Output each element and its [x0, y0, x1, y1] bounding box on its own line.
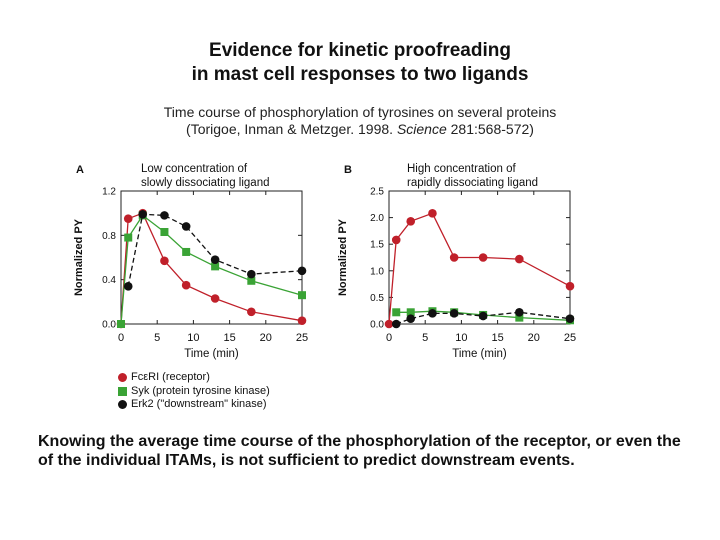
panel-title-line: High concentration of: [407, 163, 516, 175]
subtitle-line-1: Time course of phosphorylation of tyrosi…: [163, 104, 557, 120]
y-tick-label: 0.5: [370, 293, 384, 304]
data-point: [247, 307, 256, 317]
plot-frame: [120, 190, 303, 325]
citation-volume: 281:568-572): [446, 121, 534, 137]
x-tick-label: 10: [187, 332, 199, 344]
x-tick-label: 25: [296, 332, 308, 344]
x-tick-label: 0: [386, 332, 392, 344]
data-point: [392, 308, 401, 317]
x-axis-label: Time (min): [184, 348, 239, 360]
x-tick-label: 25: [564, 332, 576, 344]
data-point: [123, 214, 133, 224]
chart-panel-b: B High concentration of rapidly dissociati…: [337, 163, 576, 360]
data-point: [428, 309, 437, 318]
panel-title-line: Low concentration of: [141, 163, 248, 175]
square-marker-icon: [118, 386, 127, 396]
x-tick-label: 20: [260, 332, 272, 344]
data-point: [478, 253, 488, 262]
data-point: [565, 314, 575, 323]
data-point: [181, 280, 191, 290]
subtitle-citation: (Torigoe, Inman & Metzger. 1998. Science…: [0, 121, 720, 138]
x-tick-label: 15: [491, 332, 503, 344]
legend-item-receptor: FcεRI (receptor): [118, 371, 270, 385]
x-tick-label: 5: [154, 332, 160, 344]
series-line: [388, 212, 571, 325]
data-point: [298, 291, 306, 300]
slide-title-line-1: Evidence for kinetic proofreading: [209, 40, 511, 61]
data-point: [210, 255, 220, 265]
data-point: [449, 253, 459, 262]
data-point: [117, 320, 125, 328]
x-tick-label: 5: [422, 332, 428, 344]
panel-title-line: slowly dissociating ligand: [141, 177, 269, 189]
data-point: [160, 211, 169, 220]
slide-title-line-2: in mast cell responses to two ligands: [191, 64, 529, 85]
panel-label: B: [344, 164, 352, 176]
legend-item-syk: Syk (protein tyrosine kinase): [118, 385, 270, 399]
data-point: [449, 309, 459, 318]
data-point: [406, 314, 416, 323]
x-tick-label: 10: [455, 332, 467, 344]
data-point: [406, 217, 416, 226]
data-point: [138, 209, 148, 219]
data-point: [297, 316, 307, 325]
data-point: [297, 266, 307, 276]
y-tick-label: 0.0: [102, 320, 116, 331]
data-point: [211, 262, 220, 271]
data-point: [247, 276, 256, 285]
data-point: [160, 228, 169, 237]
y-tick-label: 2.5: [370, 187, 384, 198]
legend-label: Syk (protein tyrosine kinase): [131, 384, 270, 397]
y-tick-label: 2.0: [370, 213, 384, 224]
data-point: [210, 294, 220, 303]
data-point: [515, 307, 524, 317]
y-tick-label: 1.2: [102, 187, 116, 198]
y-tick-label: 0.0: [370, 320, 384, 331]
circle-marker-icon: [118, 373, 127, 383]
x-axis-label: Time (min): [452, 348, 507, 360]
legend-label: Erk2 ("downstream" kinase): [131, 398, 267, 410]
data-point: [124, 233, 133, 242]
citation-journal: Science: [396, 121, 447, 137]
y-axis-label: Normalized PY: [337, 218, 349, 296]
x-tick-label: 0: [118, 332, 124, 344]
data-point: [391, 235, 401, 245]
y-tick-label: 1.5: [370, 240, 384, 251]
data-point: [565, 281, 575, 291]
data-point: [182, 247, 191, 256]
series-line: [127, 213, 303, 287]
data-point: [428, 209, 437, 218]
plot-frame: [388, 190, 571, 325]
legend-label: FcεRI (receptor): [131, 371, 210, 383]
chart-panel-a: A Low concentration of slowly dissociating…: [73, 163, 308, 360]
data-point: [181, 222, 191, 231]
data-point: [247, 269, 256, 279]
citation-authors: (Torigoe, Inman & Metzger. 1998.: [186, 121, 397, 137]
x-tick-label: 20: [528, 332, 540, 344]
conclusion-text: Knowing the average time course of the p…: [38, 433, 681, 469]
data-point: [478, 311, 488, 321]
y-tick-label: 0.8: [102, 231, 116, 242]
data-point: [391, 319, 401, 329]
y-tick-label: 1.0: [370, 266, 384, 277]
data-point: [406, 308, 415, 317]
x-tick-label: 15: [223, 332, 235, 344]
circle-marker-icon: [118, 400, 127, 410]
data-point: [515, 254, 524, 264]
data-point: [123, 282, 133, 291]
y-axis-label: Normalized PY: [73, 218, 85, 296]
legend: FcεRI (receptor) Syk (protein tyrosine k…: [118, 371, 270, 412]
legend-item-erk2: Erk2 ("downstream" kinase): [118, 398, 270, 412]
data-point: [384, 319, 394, 329]
data-point: [160, 256, 169, 266]
y-tick-label: 0.4: [102, 275, 116, 286]
panel-label: A: [76, 164, 84, 176]
panel-title-line: rapidly dissociating ligand: [407, 177, 538, 189]
data-point: [515, 313, 524, 322]
